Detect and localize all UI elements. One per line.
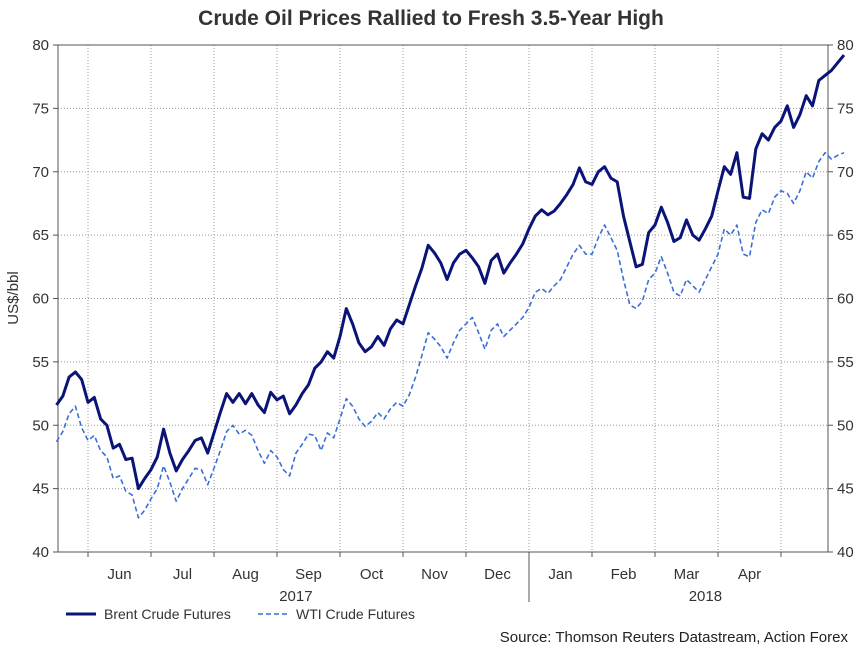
series-line-brent: [55, 54, 846, 491]
y-tick-label-left: 70: [32, 164, 49, 181]
y-tick-label-left: 55: [32, 354, 49, 371]
chart-title: Crude Oil Prices Rallied to Fresh 3.5-Ye…: [198, 7, 664, 30]
y-tick-label-left: 40: [32, 544, 49, 561]
x-tick-label-year: 2017: [279, 588, 312, 605]
series-group: [55, 54, 846, 519]
x-tick-label-month: Jun: [107, 566, 131, 583]
y-tick-label-left: 60: [32, 291, 49, 308]
x-axis: Jun Jul Aug Sep Oct Nov Dec Jan Feb Mar Apr 2017 201…: [87, 552, 782, 605]
y-axis-left: 40 45 50 55 60 65 70 75 80: [32, 37, 58, 561]
x-tick-label-month: Apr: [738, 566, 761, 583]
y-tick-label-right: 80: [837, 37, 854, 54]
y-tick-label-left: 65: [32, 227, 49, 244]
legend-label-brent: Brent Crude Futures: [104, 606, 231, 622]
grid: [58, 45, 828, 552]
y-tick-label-left: 75: [32, 100, 49, 117]
y-tick-label-right: 65: [837, 227, 854, 244]
y-tick-label-right: 75: [837, 100, 854, 117]
x-tick-label-month: Jul: [173, 566, 192, 583]
y-axis-label: US$/bbl: [5, 271, 22, 324]
y-tick-label-right: 50: [837, 417, 854, 434]
series-line-wti: [55, 151, 845, 519]
y-tick-label-right: 60: [837, 291, 854, 308]
x-tick-label-month: Jan: [548, 566, 572, 583]
y-tick-label-right: 55: [837, 354, 854, 371]
y-tick-label-right: 70: [837, 164, 854, 181]
x-tick-label-month: Nov: [421, 566, 448, 583]
y-axis-right: 40 45 50 55 60 65 70 75 80: [828, 37, 854, 561]
x-tick-label-month: Oct: [360, 566, 384, 583]
y-tick-label-right: 40: [837, 544, 854, 561]
x-tick-label-month: Aug: [232, 566, 259, 583]
x-tick-label-month: Sep: [295, 566, 322, 583]
x-tick-label-month: Dec: [484, 566, 511, 583]
x-tick-label-year: 2018: [689, 588, 722, 605]
x-tick-label-month: Mar: [674, 566, 700, 583]
y-tick-label-right: 45: [837, 481, 854, 498]
legend: Brent Crude Futures WTI Crude Futures: [66, 606, 415, 622]
y-tick-label-left: 50: [32, 417, 49, 434]
y-tick-label-left: 80: [32, 37, 49, 54]
y-tick-label-left: 45: [32, 481, 49, 498]
source-note: Source: Thomson Reuters Datastream, Acti…: [500, 629, 849, 646]
x-tick-label-month: Feb: [611, 566, 637, 583]
legend-label-wti: WTI Crude Futures: [296, 606, 415, 622]
